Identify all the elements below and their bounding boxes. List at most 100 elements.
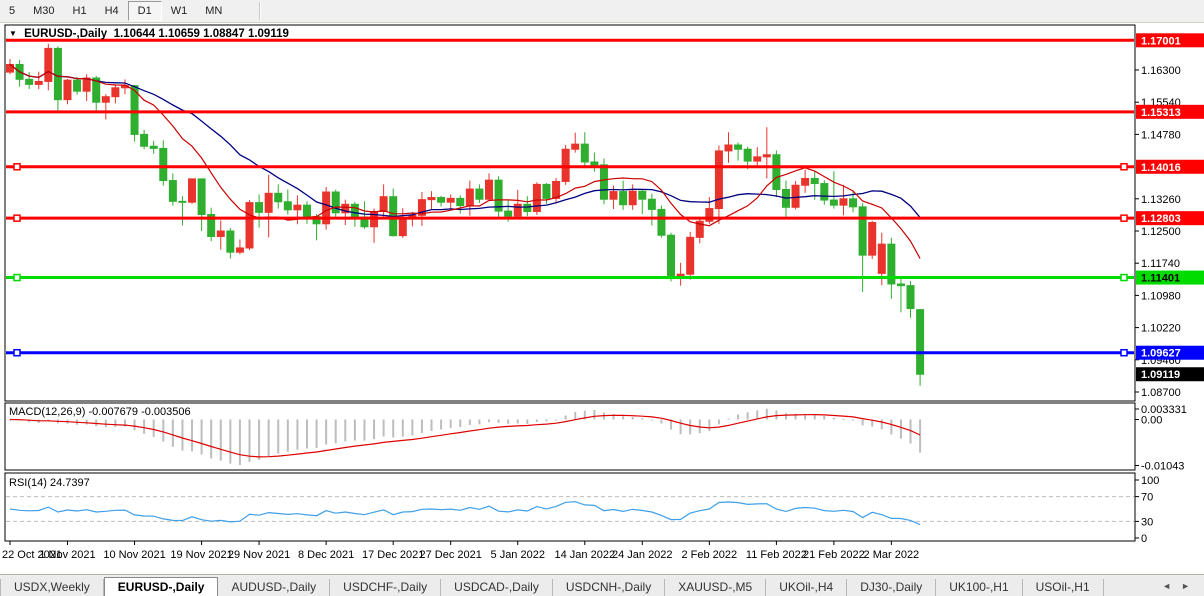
macd-bar [756,410,759,420]
rsi-axis-label: 30 [1141,516,1153,528]
price-axis-label: 1.11740 [1141,258,1180,270]
candle-body [168,180,177,202]
macd-bar [622,416,625,420]
timeframe-button-w1[interactable]: W1 [170,5,188,17]
rsi-axis-label: 0 [1141,533,1147,545]
timeframe-button-h4[interactable]: H4 [104,5,119,17]
time-axis-label: 11 Feb 2022 [746,549,807,561]
main-panel-frame [4,24,1136,402]
chart-tab-dj30-daily[interactable]: DJ30-,Daily [847,579,937,596]
current-price-badge [1136,367,1204,382]
candle-body [188,178,197,203]
macd-axis-label: 0.003331 [1141,404,1187,416]
hline-handle[interactable] [1120,214,1128,222]
chart-tab-usdcad-daily[interactable]: USDCAD-,Daily [441,579,553,596]
chart-tab-xauusd-m5[interactable]: XAUUSD-,M5 [665,579,767,596]
macd-bar [219,419,222,461]
chart-tab-eurusd-daily[interactable]: EURUSD-,Daily [103,577,219,596]
candle-body [53,47,62,101]
chart-tab-usdx-weekly[interactable]: USDX,Weekly [0,579,104,596]
hline-handle[interactable] [13,348,21,357]
chart-tab-uk100-h1[interactable]: UK100-,H1 [936,579,1023,596]
candle-body [743,148,752,162]
time-axis-label: 29 Nov 2021 [228,549,290,561]
price-axis-label: 1.08700 [1141,387,1181,399]
macd-bar [698,419,701,434]
candle-body [762,154,771,158]
macd-bar [899,419,902,439]
time-axis-label: 2 Mar 2022 [864,549,920,561]
candle-body [130,85,139,135]
macd-bar [641,418,644,420]
candle-body [465,188,474,207]
chart-tab-usoil-h1[interactable]: USOil-,H1 [1023,579,1104,596]
hline-price-badge [1136,270,1204,285]
price-axis-label: 1.12500 [1141,226,1181,238]
hline-price-badge-label: 1.14016 [1141,162,1181,174]
hline-handle[interactable] [1120,163,1128,171]
chart-tab-audusd-daily[interactable]: AUDUSD-,Daily [218,579,331,596]
macd-bar [373,419,376,440]
macd-bar [507,419,510,424]
candle-body [829,199,838,206]
rsi-axis-label: 100 [1141,475,1159,487]
macd-bar [181,419,184,451]
macd-bar [133,419,136,431]
time-axis-label: 14 Jan 2022 [555,549,616,561]
macd-bar [162,419,165,442]
macd-bar [210,419,213,459]
ma-fast-line [9,64,921,259]
hline-handle[interactable] [13,273,21,282]
macd-bar [248,419,251,462]
macd-bar [545,419,548,422]
macd-bar [200,419,203,455]
time-axis-label: 10 Nov 2021 [103,549,165,561]
price-chart-canvas[interactable]: 1.163001.155401.147801.132601.125001.117… [0,22,1204,575]
rsi-line [9,501,921,526]
macd-bar [497,419,500,423]
candle-body [331,191,340,214]
chart-tab-usdcnh-daily[interactable]: USDCNH-,Daily [553,579,666,596]
candle-body [398,217,407,237]
chart-tab-usdchf-daily[interactable]: USDCHF-,Daily [330,579,442,596]
macd-bar [277,419,280,454]
candle-body [34,80,43,85]
candle-body [532,183,541,213]
timeframe-button-h1[interactable]: H1 [72,5,87,17]
tab-scroll-right-icon[interactable]: ► [1181,580,1190,591]
chart-window[interactable]: 1.16300 1.15540 1.14780 1.13260 1.12500 1.117… [0,22,1204,575]
candle-body [25,78,34,85]
price-axis-label: 1.16300 [1141,65,1181,77]
hline-handle[interactable] [13,163,21,171]
timeframe-button-m30[interactable]: M30 [33,5,55,17]
timeframe-button-5[interactable]: 5 [9,5,16,17]
macd-bar [670,419,673,430]
hline-handle[interactable] [1120,273,1128,282]
hline-handle[interactable] [13,214,21,222]
macd-bar [535,419,538,422]
macd-axis-label: 0.00 [1141,415,1162,427]
candle-body [647,198,656,210]
macd-bar [229,419,232,464]
macd-bar [114,419,117,427]
timeframe-button-mn[interactable]: MN [205,5,223,17]
hline-price-badge [1136,104,1204,119]
candle-body [609,191,618,200]
candle-body [197,178,206,215]
macd-bar [191,419,194,452]
macd-bar [478,419,481,425]
time-axis-label: 17 Dec 2021 [362,549,424,561]
hline-handle[interactable] [1120,348,1128,357]
candle-body [235,247,244,253]
candle-body [264,192,273,213]
tab-scroll-left-icon[interactable]: ◄ [1162,580,1172,591]
chart-tab-ukoil-h4[interactable]: UKOil-,H4 [766,579,848,596]
macd-bar [583,410,586,420]
candle-body [887,243,896,285]
macd-bar [775,410,778,420]
candle-body [226,230,235,253]
rsi-panel-frame [4,472,1136,542]
macd-bar [440,419,443,430]
hline-price-badge-label: 1.12803 [1141,213,1181,225]
timeframe-button-d1[interactable]: D1 [127,1,162,21]
